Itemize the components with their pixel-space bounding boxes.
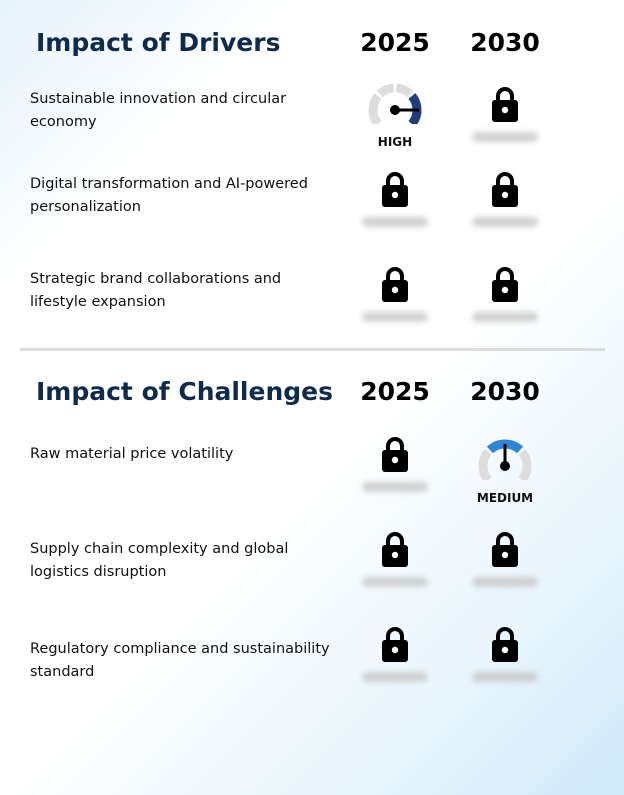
impact-cell <box>340 436 450 516</box>
impact-cell <box>340 171 450 251</box>
drivers-year-2030: 2030 <box>470 28 540 57</box>
challenge-row: Raw material price volatility MEDIUM <box>0 437 624 523</box>
drivers-year-2025: 2025 <box>360 28 430 57</box>
hidden-rating <box>472 672 538 682</box>
hidden-rating <box>362 217 428 227</box>
lock-icon <box>492 267 518 302</box>
challenge-row: Regulatory compliance and sustainability… <box>0 627 624 718</box>
challenge-label: Raw material price volatility <box>30 446 234 462</box>
impact-cell <box>340 266 450 346</box>
impact-cell <box>340 626 450 706</box>
impact-cell <box>450 86 560 166</box>
impact-cell: HIGH <box>340 80 450 160</box>
impact-level-label: HIGH <box>377 135 413 149</box>
driver-row: Strategic brand collaborations and lifes… <box>0 266 624 348</box>
lock-icon <box>382 437 408 472</box>
hidden-rating <box>472 217 538 227</box>
challenges-year-2030: 2030 <box>470 377 540 406</box>
gauge-icon <box>478 439 532 480</box>
lock-icon <box>492 87 518 122</box>
hidden-rating <box>472 132 538 142</box>
section-divider <box>20 348 605 351</box>
lock-icon <box>492 532 518 567</box>
impact-cell <box>450 171 560 251</box>
driver-label: Sustainable innovation and circular econ… <box>30 91 287 130</box>
impact-cell <box>340 531 450 611</box>
drivers-title: Impact of Drivers <box>36 28 281 57</box>
hidden-rating <box>362 577 428 587</box>
driver-label: Strategic brand collaborations and lifes… <box>30 271 282 310</box>
hidden-rating <box>472 577 538 587</box>
challenge-label: Regulatory compliance and sustainability… <box>30 641 330 680</box>
lock-icon <box>382 627 408 662</box>
impact-level-label: MEDIUM <box>476 491 534 505</box>
challenge-row: Supply chain complexity and global logis… <box>0 532 624 618</box>
hidden-rating <box>362 312 428 322</box>
driver-label: Digital transformation and AI-powered pe… <box>30 176 308 215</box>
lock-icon <box>492 627 518 662</box>
challenge-label: Supply chain complexity and global logis… <box>30 541 289 580</box>
hidden-rating <box>362 672 428 682</box>
drivers-section: Impact of Drivers 2025 2030 Sustainable … <box>0 28 624 328</box>
impact-cell: MEDIUM <box>450 436 560 516</box>
impact-cell <box>450 266 560 346</box>
lock-icon <box>382 532 408 567</box>
impact-cell <box>450 531 560 611</box>
impact-cell <box>450 626 560 706</box>
lock-icon <box>382 267 408 302</box>
driver-row: Sustainable innovation and circular econ… <box>0 83 624 168</box>
challenges-section: Impact of Challenges 2025 2030 Raw mater… <box>0 377 624 697</box>
lock-icon <box>492 172 518 207</box>
driver-row: Digital transformation and AI-powered pe… <box>0 171 624 253</box>
challenges-year-2025: 2025 <box>360 377 430 406</box>
lock-icon <box>382 172 408 207</box>
challenges-title: Impact of Challenges <box>36 377 333 406</box>
hidden-rating <box>472 312 538 322</box>
hidden-rating <box>362 482 428 492</box>
gauge-icon <box>368 83 422 124</box>
